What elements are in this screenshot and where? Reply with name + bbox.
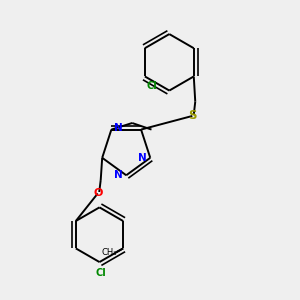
Text: S: S: [188, 110, 196, 122]
Text: Cl: Cl: [146, 81, 157, 91]
Text: O: O: [93, 188, 102, 199]
Text: N: N: [115, 170, 123, 180]
Text: CH₃: CH₃: [101, 248, 117, 257]
Text: N: N: [114, 123, 123, 133]
Text: N: N: [138, 153, 147, 163]
Text: Cl: Cl: [96, 268, 106, 278]
